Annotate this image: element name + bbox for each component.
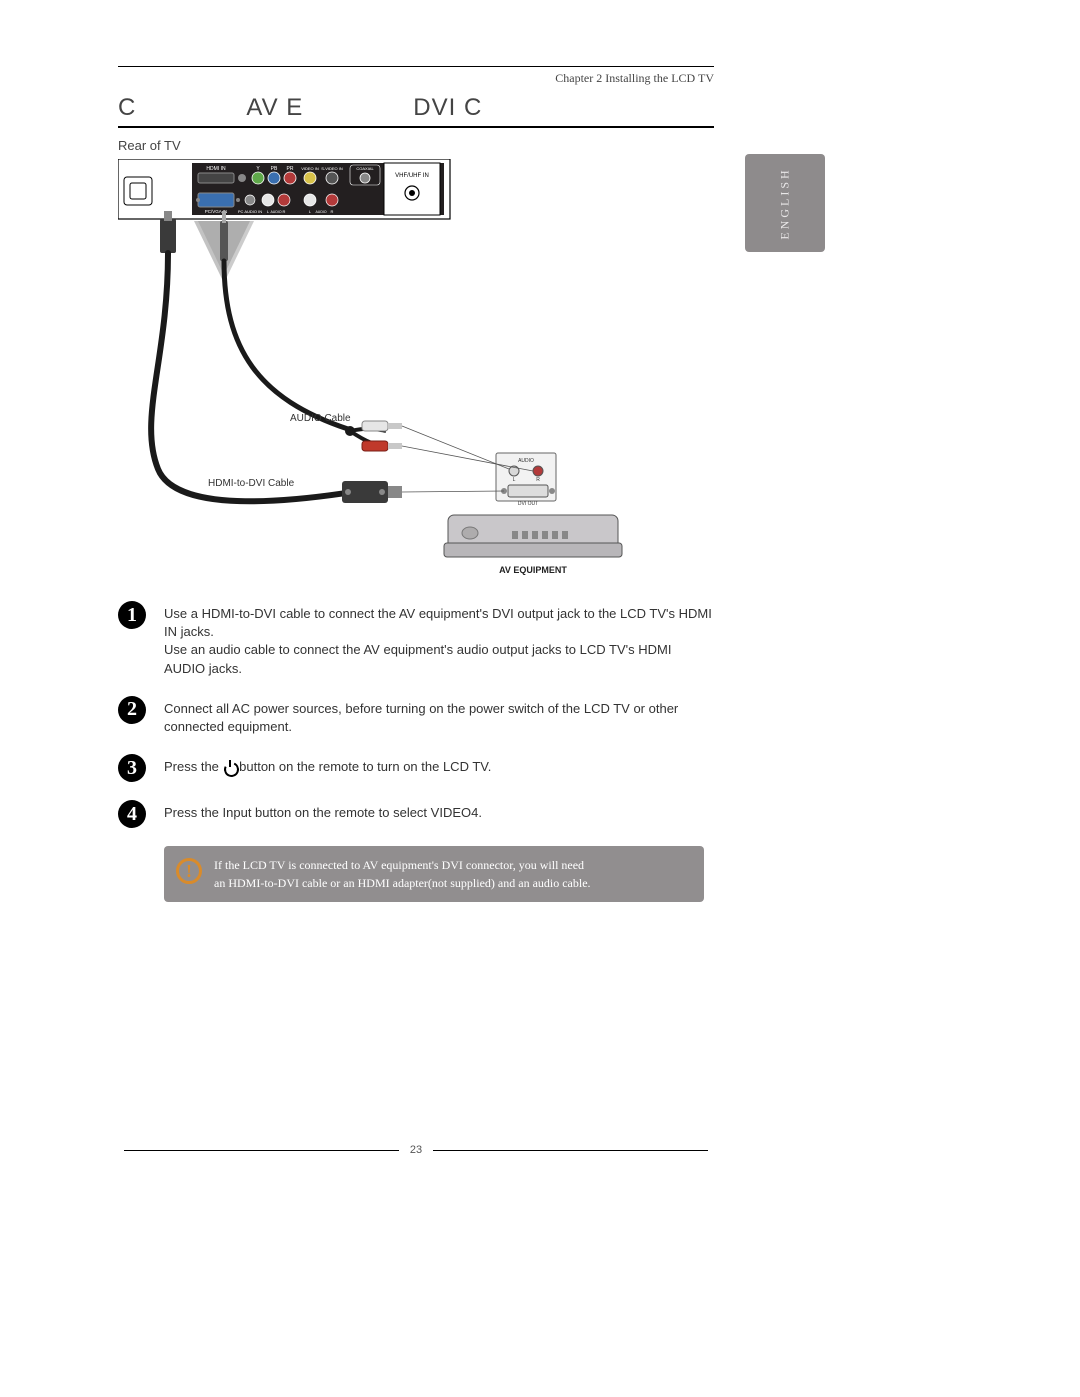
av-equipment-icon bbox=[444, 515, 622, 557]
connection-diagram: HDMI IN Y PB PR VIDEO IN S-VIDEO IN COAX… bbox=[118, 159, 658, 589]
chapter-header: Chapter 2 Installing the LCD TV bbox=[118, 71, 714, 86]
rule-top bbox=[118, 66, 714, 67]
svg-text:R: R bbox=[283, 209, 286, 214]
svg-text:AUDIO: AUDIO bbox=[270, 210, 281, 214]
svg-text:S-VIDEO IN: S-VIDEO IN bbox=[321, 166, 343, 171]
step-text: Use a HDMI-to-DVI cable to connect the A… bbox=[164, 601, 714, 678]
step-number-icon: 3 bbox=[118, 754, 146, 782]
instruction-steps: 1 Use a HDMI-to-DVI cable to connect the… bbox=[118, 601, 714, 828]
step-number-icon: 4 bbox=[118, 800, 146, 828]
title-part-b: AV E bbox=[246, 94, 303, 122]
step-number-icon: 1 bbox=[118, 601, 146, 629]
hdmi-dvi-cable-label: HDMI-to-DVI Cable bbox=[208, 478, 295, 489]
svg-text:R: R bbox=[331, 209, 334, 214]
svg-text:AUDIO: AUDIO bbox=[518, 458, 534, 464]
power-icon bbox=[223, 760, 236, 773]
svg-text:PB: PB bbox=[271, 166, 278, 172]
step-4: 4 Press the Input button on the remote t… bbox=[118, 800, 714, 828]
language-tab: ENGLISH bbox=[745, 154, 825, 252]
page-number: 23 bbox=[402, 1144, 430, 1156]
svg-text:VHF/UHF IN: VHF/UHF IN bbox=[395, 173, 429, 179]
title-part-c: DVI C bbox=[413, 94, 482, 122]
av-equipment-label: AV EQUIPMENT bbox=[499, 565, 567, 575]
alert-icon: ! bbox=[176, 858, 202, 884]
page-footer: 23 bbox=[118, 1144, 714, 1156]
svg-text:PC AUDIO IN: PC AUDIO IN bbox=[238, 209, 262, 214]
svg-text:DVI OUT: DVI OUT bbox=[518, 501, 538, 507]
svg-text:PR: PR bbox=[287, 166, 294, 172]
page-content: Chapter 2 Installing the LCD TV C AV E D… bbox=[118, 66, 714, 902]
note-callout: ! If the LCD TV is connected to AV equip… bbox=[164, 846, 704, 902]
step-text: Press the button on the remote to turn o… bbox=[164, 754, 491, 776]
step-1: 1 Use a HDMI-to-DVI cable to connect the… bbox=[118, 601, 714, 678]
note-text: If the LCD TV is connected to AV equipme… bbox=[214, 856, 690, 892]
svg-text:VIDEO IN: VIDEO IN bbox=[301, 166, 319, 171]
step-text: Press the Input button on the remote to … bbox=[164, 800, 482, 822]
audio-cable-label: AUDIO Cable bbox=[290, 413, 351, 424]
title-part-a: C bbox=[118, 94, 136, 122]
hdmi-in-label: HDMI IN bbox=[206, 166, 226, 172]
step-text: Connect all AC power sources, before tur… bbox=[164, 696, 714, 736]
step-3: 3 Press the button on the remote to turn… bbox=[118, 754, 714, 782]
svg-text:AUDIO: AUDIO bbox=[315, 210, 326, 214]
svg-text:R: R bbox=[536, 477, 540, 483]
page-title: C AV E DVI C bbox=[118, 94, 714, 128]
svg-text:COAXIAL: COAXIAL bbox=[356, 166, 374, 171]
svg-text:L: L bbox=[513, 477, 516, 483]
diagram-subhead: Rear of TV bbox=[118, 138, 714, 153]
step-2: 2 Connect all AC power sources, before t… bbox=[118, 696, 714, 736]
step-number-icon: 2 bbox=[118, 696, 146, 724]
language-label: ENGLISH bbox=[777, 167, 792, 239]
